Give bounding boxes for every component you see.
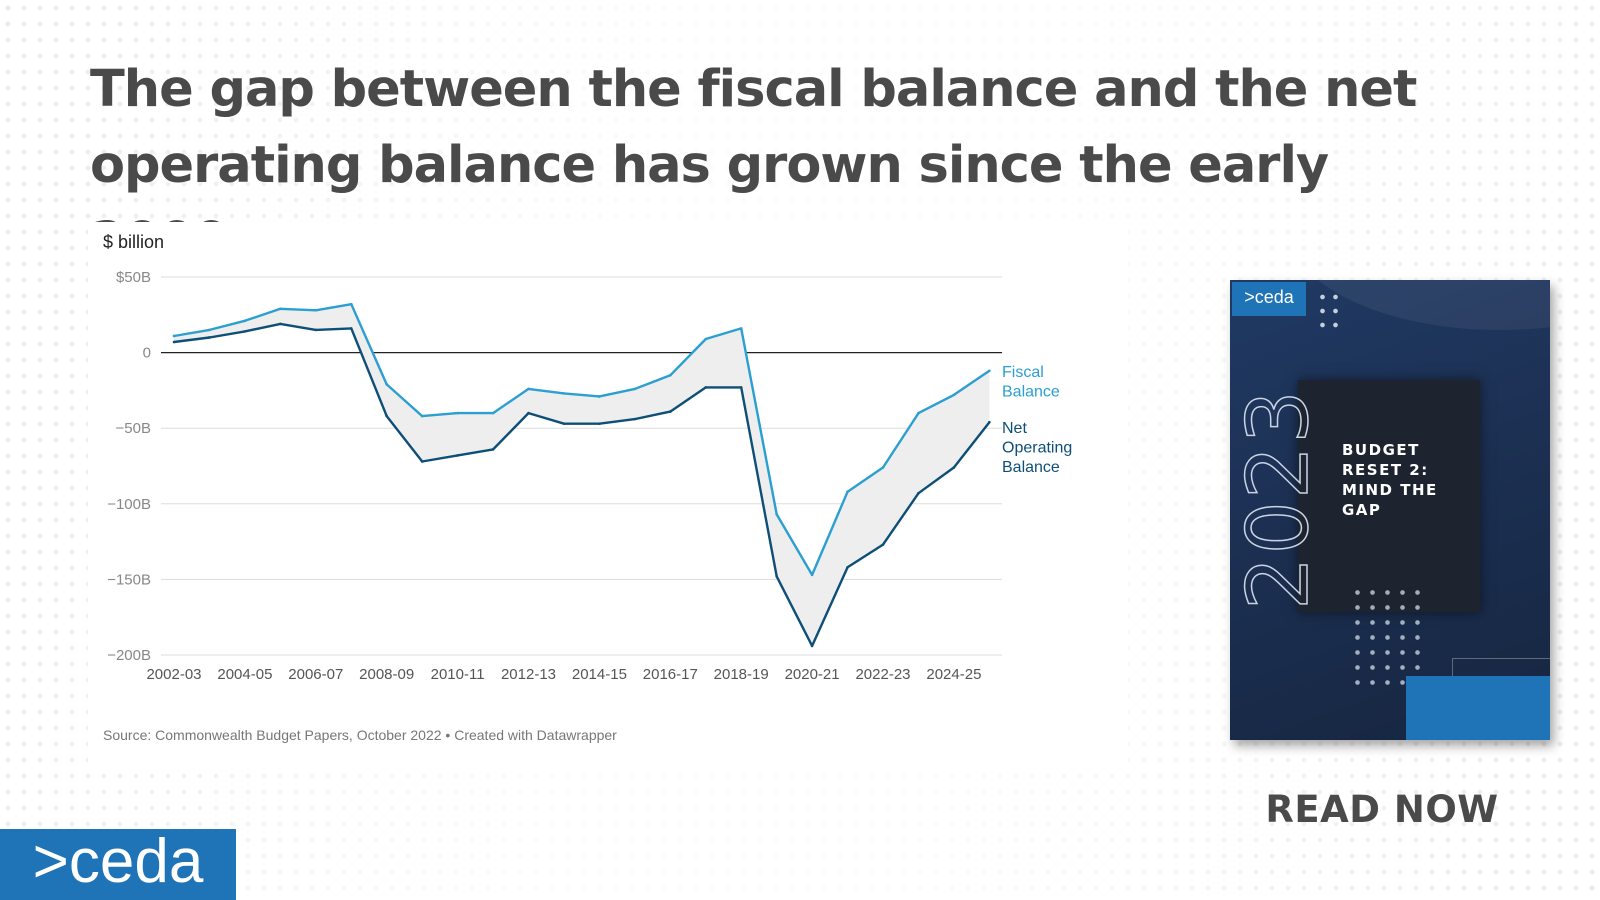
net-operating-balance-point [456,454,459,457]
fiscal-balance-point [172,334,176,338]
chart-card: $ billion $50B 0 −50B −100B −150B −200B 2002-0… [88,222,1128,762]
x-tick-label: 2016-17 [643,666,698,683]
fiscal-balance-point [988,369,991,373]
net-operating-balance-point [349,327,353,330]
fiscal-balance-point [243,319,247,323]
fiscal-balance-point [598,395,601,398]
y-tick-label: $50B [116,269,151,286]
x-tick-label: 2012-13 [501,666,556,683]
fiscal-balance-point [846,490,849,494]
net-operating-balance-point [881,543,885,546]
fiscal-balance-point [562,392,566,395]
source-note: Source: Commonwealth Budget Papers, Octo… [103,727,617,743]
fiscal-balance-point [739,327,743,330]
net-operating-balance-point [704,386,708,389]
y-tick-label: −100B [107,496,151,513]
net-operating-balance-point [633,417,637,421]
net-operating-balance-point [314,328,318,332]
y-unit-label: $ billion [103,232,165,252]
x-tick-label: 2006-07 [288,666,343,683]
legend-net-operating-balance: Net Operating Balance [1002,420,1072,476]
legend-label-line: Fiscal [1002,364,1044,381]
legend-label-line: Net [1002,420,1027,437]
report-year: 2023 [1230,387,1328,610]
x-tick-label: 2014-15 [572,666,627,683]
legend-fiscal-balance: Fiscal Balance [1002,364,1060,401]
x-tick-label: 2020-21 [785,666,840,683]
legend-label-line: Operating [1002,440,1072,457]
fiscal-balance-point [704,337,708,341]
net-operating-balance-point [917,491,920,495]
ceda-logo[interactable]: >ceda [0,829,236,900]
read-now-link[interactable]: READ NOW [1265,788,1499,831]
report-cover[interactable]: >ceda BUDGET RESET 2: MIND THE GAP 2023 [1230,280,1550,740]
legend-label-line: Balance [1002,384,1060,401]
fiscal-balance-point [527,387,530,391]
net-operating-balance-point [385,414,389,418]
fiscal-balance-line [173,302,991,577]
x-tick-label: 2008-09 [359,666,414,683]
net-operating-balance-point [669,410,672,413]
net-operating-balance-point [846,566,849,569]
net-operating-balance-point [562,422,566,425]
cover-logo: >ceda [1232,282,1306,316]
x-tick-label: 2018-19 [714,666,769,683]
net-operating-balance-point [775,575,778,578]
report-title: BUDGET RESET 2: MIND THE GAP [1342,441,1438,519]
fiscal-balance-point [917,411,920,415]
net-operating-balance-point [208,336,211,339]
net-operating-balance-line [173,322,991,648]
cover-title-panel: BUDGET RESET 2: MIND THE GAP [1298,380,1480,612]
cover-dot-pattern-top [1316,290,1346,330]
net-operating-balance-point [952,466,956,469]
fiscal-balance-point [491,411,495,415]
fiscal-balance-point [208,328,211,332]
x-tick-label: 2010-11 [431,666,485,683]
net-operating-balance-point [527,411,530,415]
net-operating-balance-point [243,330,247,333]
net-operating-balance-point [739,386,743,389]
net-operating-balance-point [420,460,424,463]
fiscal-balance-point [775,513,778,516]
line-chart: $50B 0 −50B −100B −150B −200B 2002-03 2004-05 20… [107,269,1072,683]
gap-area [174,304,990,646]
net-operating-balance-point [172,340,176,344]
fiscal-balance-point [810,573,814,577]
net-operating-balance-point [810,644,814,648]
y-tick-label: −200B [107,647,151,664]
net-operating-balance-point [598,422,601,425]
y-tick-label: 0 [143,345,151,362]
fiscal-balance-point [279,307,282,311]
x-tick-label: 2004-05 [217,666,272,683]
fiscal-balance-point [881,466,885,469]
y-tick-label: −150B [107,571,151,588]
fiscal-balance-point [669,373,672,377]
net-operating-balance-point [988,420,991,424]
fiscal-balance-point [633,387,637,391]
x-tick-label: 2022-23 [855,666,910,683]
x-tick-label: 2024-25 [926,666,981,683]
y-tick-label: −50B [116,420,151,437]
cover-blue-block [1406,676,1550,740]
headline: The gap between the fiscal balance and t… [90,60,1417,271]
legend-label-line: Balance [1002,459,1060,476]
fiscal-balance-point [952,393,956,397]
fiscal-balance-point [314,308,318,312]
fiscal-balance-point [349,302,353,306]
fiscal-balance-point [456,411,459,415]
fiscal-balance-point [420,414,424,418]
net-operating-balance-point [491,448,495,451]
x-tick-label: 2002-03 [146,666,201,683]
net-operating-balance-point [279,322,282,326]
fiscal-balance-point [385,383,389,386]
